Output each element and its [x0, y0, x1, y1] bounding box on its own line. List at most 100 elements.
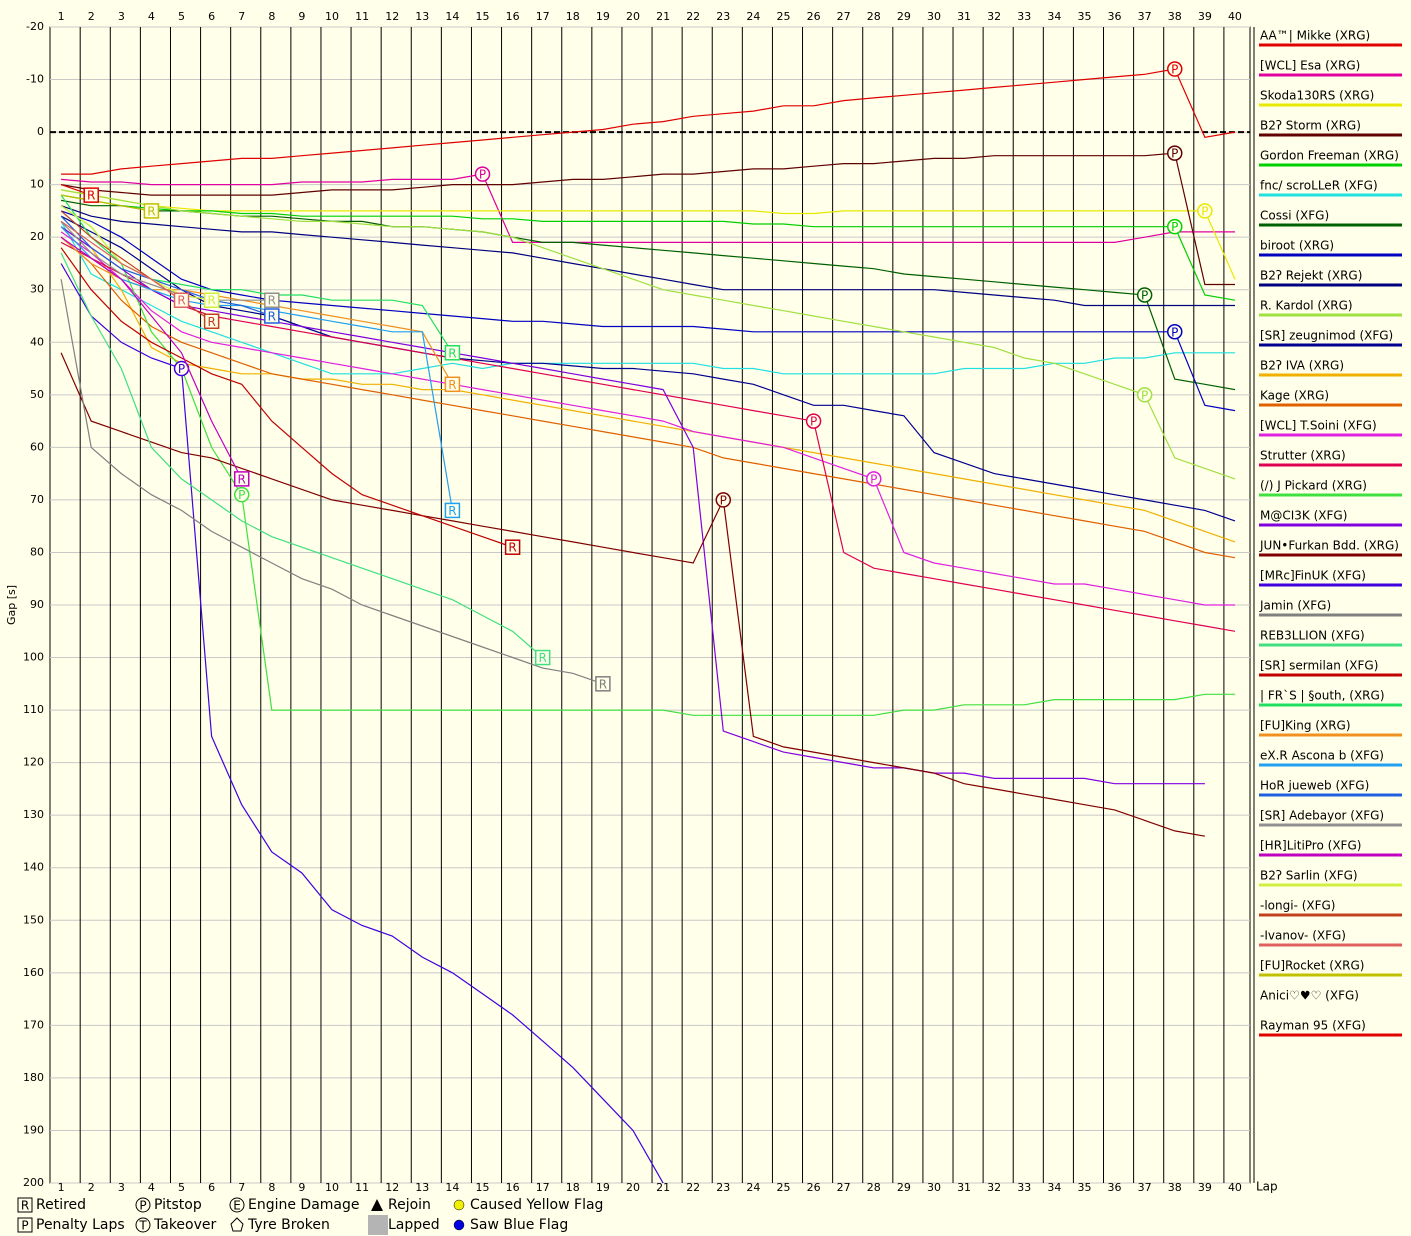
x-tick-label: 30	[927, 10, 941, 23]
event-box	[595, 676, 611, 692]
x-tick-label: 22	[686, 10, 700, 23]
event-label: P	[479, 168, 486, 182]
x-tick-label: 33	[1017, 10, 1031, 23]
key-label: Saw Blue Flag	[470, 1217, 568, 1233]
x-tick-label: 6	[208, 1181, 215, 1194]
series-line	[60, 194, 1236, 301]
event-circle	[1197, 203, 1213, 219]
event-label: P	[178, 362, 185, 376]
x-tick-label: 3	[118, 1181, 125, 1194]
event-box	[264, 308, 280, 324]
legend-label: -Ivanov- (XFG)	[1260, 929, 1346, 943]
legend-label: [FU]Rocket (XRG)	[1260, 959, 1364, 973]
event-marker: P	[1136, 287, 1153, 303]
x-tick-label: 7	[238, 1181, 245, 1194]
x-tick-label: 37	[1138, 10, 1152, 23]
x-tick-label: 34	[1047, 10, 1061, 23]
x-tick-label: 26	[807, 1181, 821, 1194]
y-tick-label: 30	[30, 283, 44, 296]
key-icon	[368, 1215, 388, 1235]
x-tick-label: 36	[1108, 1181, 1122, 1194]
x-axis-label: Lap	[1256, 1180, 1278, 1194]
event-label: P	[1171, 147, 1178, 161]
key-symbol: R	[21, 1199, 29, 1213]
series-line	[60, 189, 1236, 280]
x-tick-label: 18	[566, 1181, 580, 1194]
event-box	[264, 292, 280, 308]
event-circle	[233, 486, 250, 503]
x-tick-label: 25	[776, 1181, 790, 1194]
event-label: R	[599, 677, 607, 691]
x-tick-label: 27	[837, 10, 851, 23]
x-tick-label: 4	[148, 1181, 155, 1194]
event-marker: R	[203, 292, 220, 308]
y-tick-label: 150	[23, 913, 44, 926]
key-box	[17, 1197, 33, 1213]
key-symbol: P	[21, 1219, 28, 1233]
event-marker: P	[173, 360, 190, 377]
key-label: Tyre Broken	[247, 1217, 330, 1233]
event-marker: R	[444, 376, 461, 393]
legend-label: Jamin (XFG)	[1259, 599, 1331, 613]
series-line	[60, 220, 182, 301]
x-tick-label: 12	[385, 10, 399, 23]
event-label: R	[207, 294, 215, 308]
x-tick-label: 31	[957, 10, 971, 23]
series-line	[60, 205, 1235, 716]
event-marker: R	[504, 539, 521, 555]
key-symbol: E	[233, 1199, 241, 1213]
legend-label: AA™| Mikke (XRG)	[1260, 29, 1370, 43]
event-circle	[805, 413, 822, 429]
legend-label: B2ʔ Storm (XRG)	[1260, 119, 1361, 133]
x-tick-label: 27	[837, 1181, 851, 1194]
legend-label: fnc/ scroLLeR (XFG)	[1260, 179, 1378, 193]
y-tick-label: 160	[23, 966, 44, 979]
legend-label: [SR] zeugnimod (XFG)	[1260, 329, 1393, 343]
event-label: P	[1141, 388, 1148, 402]
y-tick-label: 50	[30, 388, 44, 401]
legend-label: B2ʔ Sarlin (XFG)	[1260, 869, 1358, 883]
legend-label: [FU]King (XRG)	[1260, 719, 1351, 733]
x-tick-label: 5	[178, 1181, 185, 1194]
key-icon	[230, 1217, 244, 1232]
event-box	[233, 471, 250, 487]
legend-label: [WCL] T.Soini (XFG)	[1260, 419, 1377, 433]
legend-label: Anici♡♥♡ (XFG)	[1260, 989, 1359, 1003]
x-tick-label: 40	[1228, 1181, 1242, 1194]
event-marker: P	[1167, 145, 1183, 161]
event-label: P	[1201, 204, 1208, 218]
key-symbol: T	[138, 1219, 147, 1233]
legend-label: [SR] Adebayor (XFG)	[1260, 809, 1384, 823]
key-label: Caused Yellow Flag	[470, 1197, 603, 1213]
y-tick-label: 0	[37, 125, 44, 138]
x-tick-label: 2	[88, 10, 95, 23]
series-line	[60, 352, 1206, 837]
event-box	[504, 539, 521, 555]
legend-label: JUN•Furkan Bdd. (XRG)	[1259, 539, 1399, 553]
x-tick-label: 34	[1047, 1181, 1061, 1194]
event-box	[534, 649, 551, 666]
event-marker: P	[1136, 387, 1153, 403]
x-tick-label: 10	[325, 1181, 339, 1194]
event-marker: R	[264, 292, 280, 308]
event-marker: P	[1167, 218, 1183, 235]
x-tick-label: 21	[656, 1181, 670, 1194]
series-line	[60, 231, 1235, 606]
legend-label: Kage (XRG)	[1260, 389, 1329, 403]
x-tick-label: 30	[927, 1181, 941, 1194]
x-tick-label: 1	[58, 10, 65, 23]
series-line	[60, 221, 1235, 375]
series-line	[60, 194, 152, 212]
x-tick-label: 28	[867, 10, 881, 23]
x-tick-label: 15	[476, 10, 490, 23]
series-line	[60, 226, 1205, 785]
key-icon	[453, 1219, 465, 1231]
key-label: Pitstop	[154, 1197, 202, 1213]
x-tick-label: 2	[88, 1181, 95, 1194]
event-marker: R	[203, 313, 220, 330]
y-tick-label: 140	[23, 861, 44, 874]
legend-label: (/) J Pickard (XRG)	[1260, 479, 1367, 493]
legend-label: [WCL] Esa (XRG)	[1260, 59, 1360, 73]
x-tick-label: 28	[867, 1181, 881, 1194]
x-tick-label: 24	[746, 10, 760, 23]
